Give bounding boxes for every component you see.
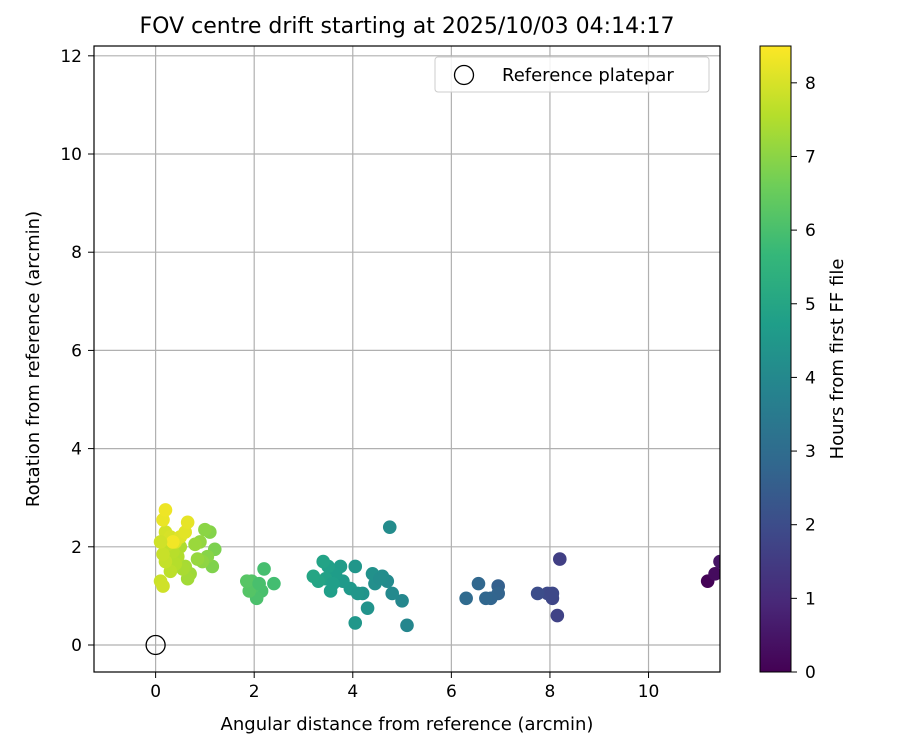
data-point <box>385 586 400 601</box>
data-point <box>257 562 271 576</box>
colorbar-tick-label: 8 <box>805 74 816 94</box>
colorbar-label: Hours from first FF file <box>827 259 848 460</box>
data-point <box>360 601 375 615</box>
data-point <box>156 547 170 561</box>
legend: Reference platepar <box>434 56 710 93</box>
reference-marker <box>145 634 166 656</box>
y-tick-label: 8 <box>71 243 82 263</box>
y-axis-ticks: 0 2 4 6 8 10 12 <box>60 47 94 656</box>
colorbar-tick-label: 6 <box>805 221 816 241</box>
x-axis-ticks: 0 2 4 6 8 10 <box>150 672 659 702</box>
data-point <box>267 576 281 591</box>
colorbar-tick-label: 3 <box>805 442 816 462</box>
data-point <box>153 535 168 549</box>
colorbar-tick-label: 5 <box>805 295 816 315</box>
data-point <box>306 569 321 584</box>
colorbar-tick-label: 4 <box>805 368 816 388</box>
y-tick-label: 0 <box>71 636 82 656</box>
data-point <box>545 586 560 601</box>
x-tick-label: 4 <box>347 682 358 702</box>
colorbar-ticks: 0 1 2 3 4 5 6 7 8 <box>791 74 816 683</box>
x-tick-label: 2 <box>249 682 260 702</box>
plot-frame <box>93 45 721 673</box>
colorbar-tick-label: 2 <box>805 516 816 536</box>
data-point <box>326 576 340 591</box>
x-tick-label: 10 <box>638 682 660 702</box>
data-point <box>198 522 212 537</box>
legend-label: Reference platepar <box>502 65 674 86</box>
x-tick-label: 6 <box>446 682 457 702</box>
grid-lines <box>94 46 720 672</box>
y-axis-label: Rotation from reference (arcmin) <box>23 211 44 507</box>
colorbar-tick-label: 1 <box>805 589 816 609</box>
colorbar-tick-label: 0 <box>805 663 816 683</box>
data-point <box>382 520 397 534</box>
legend-box <box>434 56 710 93</box>
data-point <box>188 537 202 552</box>
data-point <box>550 608 565 623</box>
y-tick-label: 12 <box>60 47 82 67</box>
data-point <box>530 586 545 601</box>
legend-reference-marker-icon <box>453 64 475 86</box>
data-point <box>316 554 331 569</box>
data-point <box>156 579 170 593</box>
data-point <box>395 594 409 608</box>
data-point <box>158 503 173 517</box>
x-tick-label: 8 <box>545 682 556 702</box>
data-point <box>348 559 363 574</box>
data-point <box>471 576 486 591</box>
data-point <box>553 552 567 566</box>
y-tick-label: 10 <box>60 145 82 165</box>
data-point <box>166 535 180 549</box>
y-tick-label: 4 <box>71 440 82 460</box>
data-point <box>713 554 720 569</box>
x-tick-label: 0 <box>150 682 161 702</box>
x-axis-label: Angular distance from reference (arcmin) <box>221 714 594 735</box>
chart-title: FOV centre drift starting at 2025/10/03 … <box>140 14 675 39</box>
colorbar-tick-label: 7 <box>805 147 816 167</box>
data-point <box>373 571 387 586</box>
data-point <box>479 591 493 606</box>
data-point <box>180 515 195 530</box>
colorbar: 0 1 2 3 4 5 6 7 8 Hours from first FF file <box>759 45 848 683</box>
data-points <box>153 503 720 633</box>
data-point <box>400 618 414 633</box>
data-point <box>348 616 363 630</box>
data-point <box>252 576 266 591</box>
data-point <box>190 552 205 566</box>
data-point <box>708 567 720 581</box>
y-tick-label: 2 <box>71 538 82 558</box>
data-point <box>459 591 473 606</box>
colorbar-gradient <box>759 45 792 673</box>
data-point <box>350 586 365 601</box>
y-tick-label: 6 <box>71 341 82 361</box>
data-point <box>240 574 254 588</box>
reference-point <box>145 634 166 656</box>
